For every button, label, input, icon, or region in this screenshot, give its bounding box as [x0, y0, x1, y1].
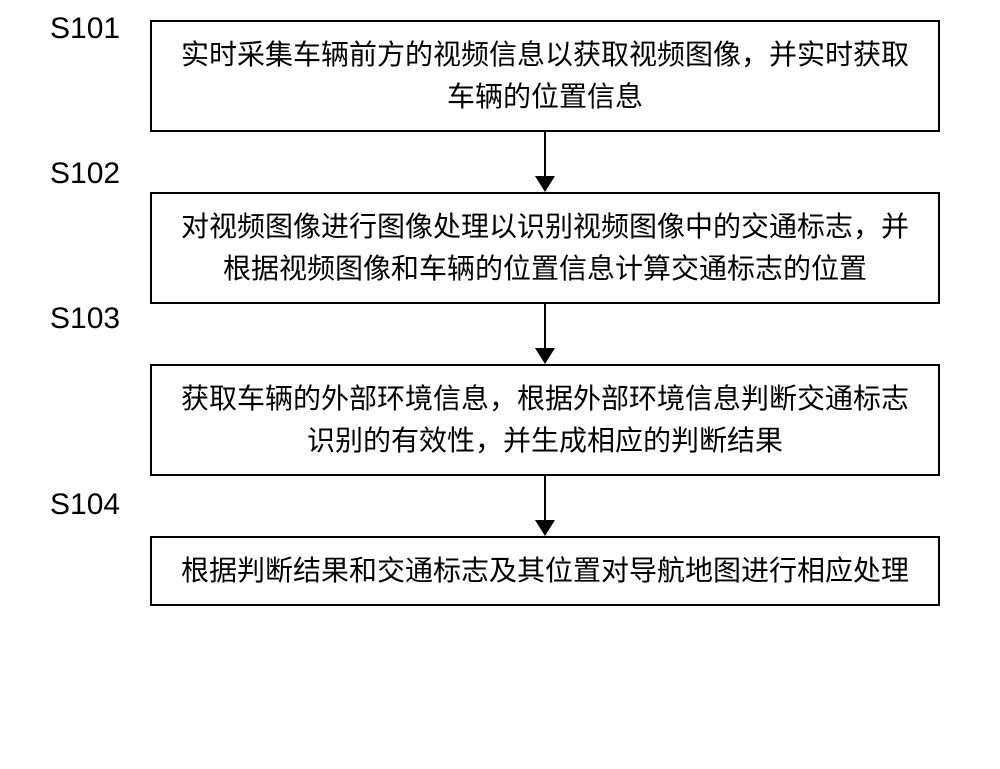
- step-2-label: S102: [50, 157, 120, 191]
- step-3-box: 获取车辆的外部环境信息，根据外部环境信息判断交通标志识别的有效性，并生成相应的判…: [150, 364, 940, 476]
- arrow-1: [150, 132, 940, 192]
- step-4-box: 根据判断结果和交通标志及其位置对导航地图进行相应处理: [150, 536, 940, 606]
- step-1: S101 实时采集车辆前方的视频信息以获取视频图像，并实时获取车辆的位置信息: [50, 20, 950, 132]
- step-3-text: 获取车辆的外部环境信息，根据外部环境信息判断交通标志识别的有效性，并生成相应的判…: [170, 378, 920, 462]
- step-3: S103 获取车辆的外部环境信息，根据外部环境信息判断交通标志识别的有效性，并生…: [50, 364, 950, 476]
- step-4-label: S104: [50, 488, 120, 522]
- arrow-3-line: [544, 476, 546, 520]
- arrow-2: [150, 304, 940, 364]
- step-1-text: 实时采集车辆前方的视频信息以获取视频图像，并实时获取车辆的位置信息: [170, 34, 920, 118]
- step-2-text: 对视频图像进行图像处理以识别视频图像中的交通标志，并根据视频图像和车辆的位置信息…: [170, 206, 920, 290]
- step-3-label: S103: [50, 302, 120, 336]
- step-1-box: 实时采集车辆前方的视频信息以获取视频图像，并实时获取车辆的位置信息: [150, 20, 940, 132]
- step-4-text: 根据判断结果和交通标志及其位置对导航地图进行相应处理: [181, 550, 909, 592]
- arrow-1-line: [544, 132, 546, 176]
- step-2: S102 对视频图像进行图像处理以识别视频图像中的交通标志，并根据视频图像和车辆…: [50, 192, 950, 304]
- step-4: S104 根据判断结果和交通标志及其位置对导航地图进行相应处理: [50, 536, 950, 606]
- arrow-1-head: [535, 176, 555, 192]
- arrow-3-head: [535, 520, 555, 536]
- step-2-box: 对视频图像进行图像处理以识别视频图像中的交通标志，并根据视频图像和车辆的位置信息…: [150, 192, 940, 304]
- flowchart-container: S101 实时采集车辆前方的视频信息以获取视频图像，并实时获取车辆的位置信息 S…: [50, 20, 950, 606]
- step-1-label: S101: [50, 12, 120, 46]
- arrow-3: [150, 476, 940, 536]
- arrow-2-head: [535, 348, 555, 364]
- arrow-2-line: [544, 304, 546, 348]
